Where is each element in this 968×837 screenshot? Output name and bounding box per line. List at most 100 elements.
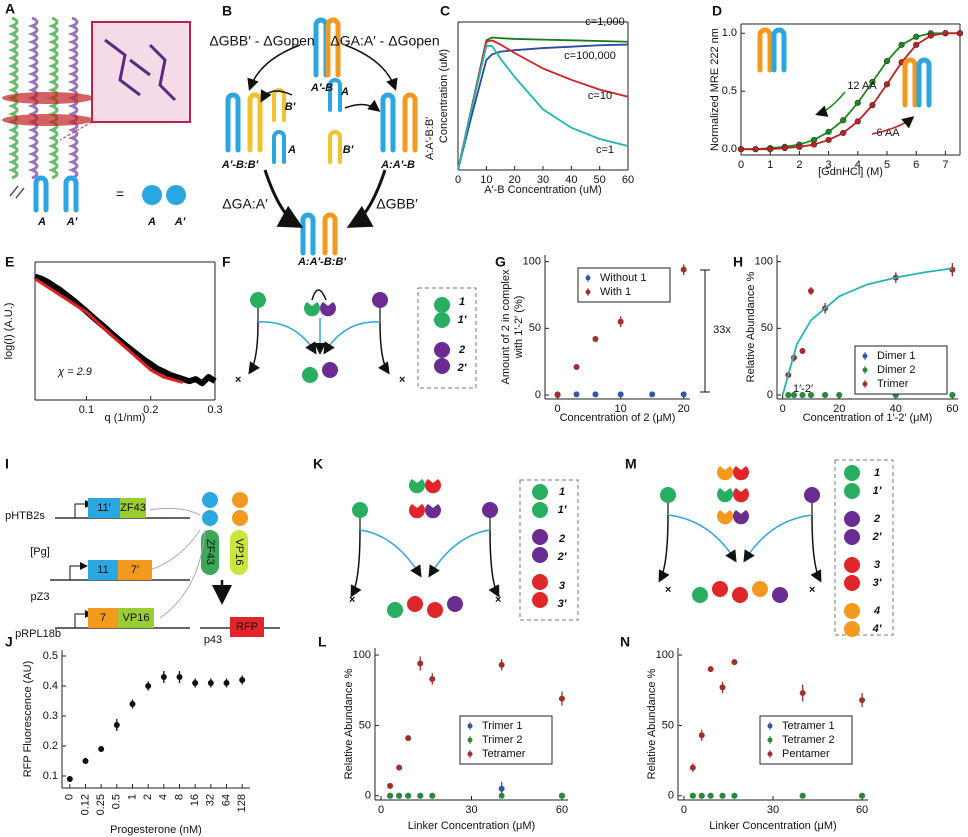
point	[752, 146, 759, 153]
point	[799, 690, 806, 697]
legend-label: Pentamer	[782, 748, 830, 760]
diagram-label: 7′	[131, 564, 139, 576]
y-tick-label: 0.0	[722, 143, 737, 155]
x-axis-label: [GdnHCl] (M)	[818, 166, 883, 178]
inset-sticks	[104, 38, 177, 102]
flow	[149, 529, 201, 571]
y-tick-label: 100	[353, 649, 371, 661]
ball	[166, 185, 186, 205]
hairpin	[771, 27, 787, 73]
legend-label: Tetramer	[482, 748, 526, 760]
point	[913, 33, 920, 40]
socket-ball	[304, 302, 320, 317]
panel-label: H	[733, 254, 743, 270]
socket-ball	[733, 510, 749, 525]
point	[617, 318, 624, 325]
series-line	[34, 273, 217, 387]
legend-marker	[585, 275, 591, 281]
legend-marker	[467, 723, 473, 729]
diagram-label: 1′	[558, 504, 568, 516]
x-tick-label: 128	[236, 794, 248, 812]
ball	[844, 557, 860, 573]
point	[239, 677, 246, 683]
point	[387, 782, 394, 789]
point	[859, 697, 866, 704]
hairpin	[272, 130, 286, 164]
point	[429, 792, 436, 799]
diagram-label: A′-B	[310, 82, 333, 94]
diagram-label: 11	[97, 564, 108, 576]
point	[573, 391, 580, 398]
point	[554, 392, 561, 398]
promoter	[69, 562, 88, 580]
legend-label: Without 1	[600, 272, 646, 284]
diagram-label: 2′	[557, 551, 568, 563]
x-axis-label: Concentration of 1′-2′ (μM)	[803, 412, 933, 424]
diagram-label: 2′	[872, 531, 883, 543]
plane	[2, 114, 94, 126]
gene-box	[120, 498, 146, 518]
point	[417, 792, 424, 799]
point	[396, 792, 403, 799]
point	[799, 348, 806, 354]
point	[207, 680, 214, 686]
arrow	[378, 321, 390, 375]
point	[790, 392, 797, 398]
y-axis-label: log(I) (A.U.)	[3, 303, 15, 360]
diagram-label: 7	[100, 612, 106, 624]
key-box	[417, 287, 477, 389]
ball	[372, 292, 388, 308]
y-tick-label: 0.1	[43, 770, 58, 782]
legend-label: Trimer 2	[482, 734, 523, 746]
diagram-label: ×	[665, 584, 672, 596]
hairpin	[328, 130, 342, 164]
flow	[149, 507, 201, 516]
hairpin	[272, 88, 286, 122]
hairpin	[380, 92, 396, 153]
diagram-label: ZF43	[204, 539, 216, 565]
x-tick-label: 20	[509, 174, 521, 186]
arrow	[658, 514, 670, 583]
ball	[844, 603, 860, 619]
ball	[844, 483, 860, 499]
series-label: c=10	[588, 90, 612, 102]
x-tick-label: 4	[158, 794, 170, 800]
flow	[159, 529, 206, 619]
x-tick-label: 30	[767, 804, 779, 816]
x-tick-label: 60	[946, 403, 958, 415]
ball	[844, 529, 860, 545]
x-tick-label: 4	[855, 159, 861, 171]
y-tick-label: 0.3	[43, 710, 58, 722]
point	[498, 785, 505, 792]
point	[176, 674, 183, 680]
diagram-label: RFP	[236, 621, 258, 633]
ball	[142, 185, 162, 205]
x-tick-label: 0	[555, 403, 561, 415]
diagram-label: [Pg]	[30, 546, 50, 558]
diagram-label: ×	[809, 584, 816, 596]
diagram-label: 1′	[873, 485, 883, 497]
promoter	[74, 610, 93, 628]
ball	[250, 292, 266, 308]
diagram-label: 2	[558, 533, 565, 545]
diagram-label: B′	[343, 144, 355, 156]
protein	[230, 530, 248, 575]
gene-box	[118, 608, 154, 628]
x-tick-label: 50	[594, 174, 606, 186]
diagram-label: ×	[349, 594, 356, 606]
panel-label: D	[712, 3, 722, 19]
point	[498, 792, 505, 799]
point	[796, 143, 803, 150]
arrow	[346, 169, 387, 228]
x-tick-label: 5	[884, 159, 890, 171]
point	[799, 392, 806, 398]
ball	[772, 587, 788, 603]
socket-ball	[733, 488, 749, 503]
arrow	[344, 99, 381, 112]
key-box	[834, 459, 894, 636]
ball	[532, 547, 548, 563]
diagram-label: pZ3	[31, 591, 50, 603]
ball	[322, 362, 338, 378]
y-axis-label: RFP Fluorescence (AU)	[22, 661, 34, 778]
